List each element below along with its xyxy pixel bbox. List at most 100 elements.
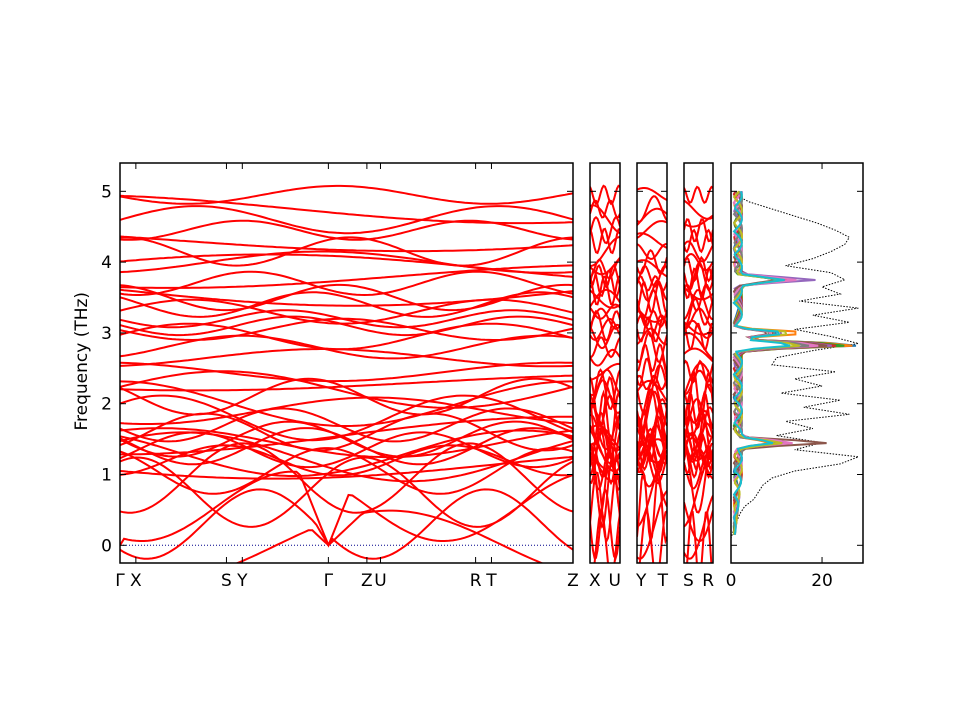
band-line xyxy=(684,359,713,385)
band-line xyxy=(637,264,667,288)
band-line xyxy=(120,394,573,442)
band-line xyxy=(590,309,620,342)
band-line xyxy=(637,187,667,201)
high-symmetry-label: U xyxy=(609,571,621,591)
high-symmetry-label: T xyxy=(485,571,497,591)
band-line xyxy=(120,370,573,409)
band-line xyxy=(590,257,620,276)
band-line xyxy=(120,488,573,560)
panel-frame xyxy=(683,162,714,564)
high-symmetry-label: R xyxy=(470,571,482,591)
panel-frame xyxy=(589,162,621,564)
band-line xyxy=(684,369,713,396)
high-symmetry-label: Z xyxy=(361,571,373,591)
band-line xyxy=(637,220,667,239)
band-line xyxy=(120,194,573,225)
band-line xyxy=(120,444,573,477)
band-line xyxy=(637,468,667,545)
panel-frame xyxy=(636,162,668,564)
partial-dos-line xyxy=(732,190,810,535)
band-line xyxy=(637,243,667,260)
band-line xyxy=(120,442,573,514)
high-symmetry-label: Γ xyxy=(115,571,125,591)
band-line xyxy=(120,380,573,427)
band-line xyxy=(120,431,573,469)
band-line xyxy=(590,215,620,245)
high-symmetry-label: X xyxy=(589,571,601,591)
band-line xyxy=(120,407,573,443)
band-line xyxy=(120,317,573,342)
band-line xyxy=(590,362,620,381)
band-line xyxy=(684,391,713,431)
band-line xyxy=(120,377,573,416)
band-line xyxy=(684,255,713,283)
band-line xyxy=(684,199,713,220)
band-line xyxy=(120,470,573,548)
band-line xyxy=(120,374,573,392)
partial-dos-line xyxy=(732,191,845,535)
band-line xyxy=(684,282,713,312)
band-line xyxy=(637,363,667,416)
band-line xyxy=(684,240,713,263)
band-line xyxy=(120,322,573,351)
band-line xyxy=(590,413,620,451)
band-line xyxy=(120,270,573,297)
high-symmetry-label: Γ xyxy=(324,571,334,591)
band-line xyxy=(590,336,620,359)
band-line xyxy=(637,427,667,458)
y-tick-label: 5 xyxy=(101,182,112,202)
partial-dos-line xyxy=(732,191,832,535)
band-line xyxy=(120,283,573,312)
high-symmetry-label: X xyxy=(130,571,142,591)
band-line xyxy=(120,396,573,425)
band-line xyxy=(120,288,573,307)
band-line xyxy=(120,420,573,458)
partial-dos-line xyxy=(732,190,819,535)
band-line xyxy=(637,195,667,223)
partial-dos-line xyxy=(732,190,791,535)
band-line xyxy=(120,250,573,274)
band-line xyxy=(590,289,620,309)
band-line xyxy=(684,495,713,560)
band-line xyxy=(590,451,620,492)
high-symmetry-label: R xyxy=(702,571,714,591)
y-tick-label: 4 xyxy=(101,253,112,273)
band-line xyxy=(590,303,620,320)
dos-panel: 0 20 xyxy=(726,162,864,591)
band-line xyxy=(120,429,573,477)
band-line xyxy=(120,427,573,459)
y-tick-label: 2 xyxy=(101,395,112,415)
band-line xyxy=(120,236,573,267)
high-symmetry-label: U xyxy=(374,571,386,591)
y-tick-label: 1 xyxy=(101,466,112,486)
band-line xyxy=(120,235,573,253)
panel-frame xyxy=(119,162,574,564)
high-symmetry-label: Z xyxy=(567,571,579,591)
y-axis-label: Frequency (THz) xyxy=(72,292,92,431)
band-line xyxy=(637,443,667,485)
band-line xyxy=(120,361,573,383)
band-line xyxy=(235,509,544,563)
band-line xyxy=(684,218,713,243)
band-line xyxy=(637,330,667,364)
partial-dos-line xyxy=(732,191,857,535)
band-line xyxy=(120,205,573,235)
band-line xyxy=(684,267,713,300)
band-line xyxy=(686,510,713,563)
partial-dos-line xyxy=(732,190,837,535)
band-line xyxy=(590,227,620,255)
band-line xyxy=(684,319,713,340)
dos-frame xyxy=(730,162,864,564)
band-line xyxy=(684,322,713,350)
band-line xyxy=(638,509,667,563)
partial-dos-line xyxy=(732,190,828,535)
band-line xyxy=(590,375,620,432)
partial-dos-line xyxy=(732,190,853,535)
band-line xyxy=(684,347,713,363)
high-symmetry-label: T xyxy=(657,571,669,591)
